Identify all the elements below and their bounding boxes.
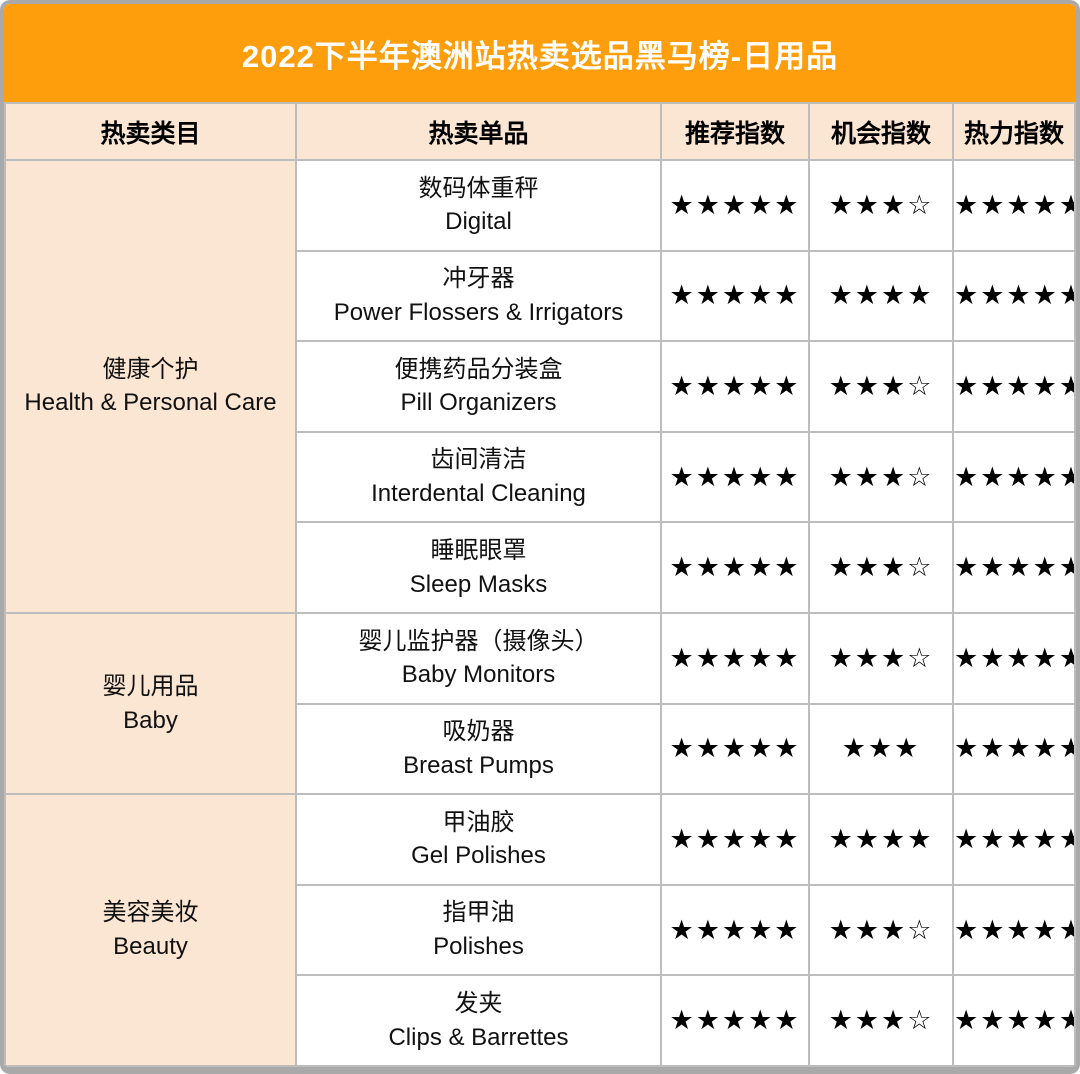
opportunity-rating: ★★★☆: [808, 521, 954, 614]
category-cell-baby: 婴儿用品 Baby: [4, 611, 297, 796]
header-row: 热卖类目 热卖单品 推荐指数 机会指数 热力指数: [4, 102, 1076, 161]
product-name-en: Clips & Barrettes: [388, 1023, 569, 1051]
column-header-product: 热卖单品: [295, 102, 662, 161]
product-name-en: Power Flossers & Irrigators: [333, 298, 624, 326]
product-name-zh: 睡眠眼罩: [430, 537, 527, 565]
heat-rating: ★★★★★: [952, 249, 1076, 343]
opportunity-rating: ★★★☆: [808, 611, 954, 705]
product-name-zh: 发夹: [454, 990, 503, 1018]
heat-rating: ★★★★★: [952, 702, 1076, 796]
column-header-recommend: 推荐指数: [660, 102, 810, 161]
category-cell-beauty: 美容美妆 Beauty: [4, 793, 297, 1067]
heat-rating: ★★★★★: [952, 974, 1076, 1067]
product-cell: 齿间清洁 Interdental Cleaning: [295, 430, 662, 524]
product-cell: 吸奶器 Breast Pumps: [295, 702, 662, 796]
recommend-rating: ★★★★★: [660, 430, 810, 524]
product-name-zh: 指甲油: [442, 899, 515, 927]
column-header-heat: 热力指数: [952, 102, 1076, 161]
product-cell: 甲油胶 Gel Polishes: [295, 793, 662, 886]
product-name-zh: 冲牙器: [442, 265, 515, 293]
opportunity-rating: ★★★☆: [808, 340, 954, 433]
product-cell: 婴儿监护器（摄像头） Baby Monitors: [295, 611, 662, 705]
product-cell: 指甲油 Polishes: [295, 883, 662, 977]
heat-rating: ★★★★★: [952, 159, 1076, 252]
recommend-rating: ★★★★★: [660, 702, 810, 796]
recommend-rating: ★★★★★: [660, 340, 810, 433]
product-cell: 便携药品分装盒 Pill Organizers: [295, 340, 662, 433]
heat-rating: ★★★★★: [952, 521, 1076, 614]
product-name-en: Digital: [445, 208, 512, 236]
opportunity-rating: ★★★☆: [808, 883, 954, 977]
category-name-en: Beauty: [113, 933, 188, 961]
title-banner: 2022下半年澳洲站热卖选品黑马榜-日用品: [4, 4, 1076, 102]
recommend-rating: ★★★★★: [660, 793, 810, 886]
product-cell: 睡眠眼罩 Sleep Masks: [295, 521, 662, 614]
product-name-zh: 便携药品分装盒: [394, 355, 563, 383]
table-row: 睡眠眼罩 Sleep Masks ★★★★★ ★★★☆ ★★★★★: [5, 521, 1076, 614]
recommend-rating: ★★★★★: [660, 974, 810, 1067]
product-name-zh: 数码体重秤: [418, 174, 539, 202]
heat-rating: ★★★★★: [952, 793, 1076, 886]
ranking-table: 热卖类目 热卖单品 推荐指数 机会指数 热力指数 健康个护 Health & P…: [4, 102, 1076, 1067]
recommend-rating: ★★★★★: [660, 249, 810, 343]
product-cell: 数码体重秤 Digital: [295, 159, 662, 252]
opportunity-rating: ★★★☆: [808, 159, 954, 252]
product-name-zh: 齿间清洁: [430, 446, 527, 474]
category-name-en: Health & Personal Care: [24, 389, 277, 417]
product-name-en: Gel Polishes: [411, 842, 546, 870]
product-name-en: Sleep Masks: [409, 570, 548, 598]
category-name-zh: 健康个护: [102, 355, 199, 383]
table-row: 婴儿用品 Baby 婴儿监护器（摄像头） Baby Monitors ★★★★★…: [4, 611, 1076, 796]
heat-rating: ★★★★★: [952, 611, 1076, 705]
product-name-en: Pill Organizers: [400, 389, 557, 417]
product-name-zh: 甲油胶: [442, 808, 515, 836]
product-cell: 冲牙器 Power Flossers & Irrigators: [295, 249, 662, 343]
product-name-zh: 婴儿监护器（摄像头）: [358, 627, 599, 655]
product-name-en: Breast Pumps: [403, 751, 554, 779]
heat-rating: ★★★★★: [952, 340, 1076, 433]
opportunity-rating: ★★★☆: [808, 430, 954, 524]
table-row: 健康个护 Health & Personal Care 数码体重秤 Digita…: [4, 159, 1076, 614]
table-row: 便携药品分装盒 Pill Organizers ★★★★★ ★★★☆ ★★★★★: [5, 340, 1076, 433]
table-row: 发夹 Clips & Barrettes ★★★★★ ★★★☆ ★★★★★: [5, 974, 1076, 1067]
heat-rating: ★★★★★: [952, 883, 1076, 977]
recommend-rating: ★★★★★: [660, 883, 810, 977]
table-row: 指甲油 Polishes ★★★★★ ★★★☆ ★★★★★: [5, 883, 1076, 977]
category-cell-health: 健康个护 Health & Personal Care: [4, 159, 297, 614]
table-row: 吸奶器 Breast Pumps ★★★★★ ★★★ ★★★★★: [5, 702, 1076, 796]
table-row: 齿间清洁 Interdental Cleaning ★★★★★ ★★★☆ ★★★…: [5, 430, 1076, 524]
product-name-en: Baby Monitors: [401, 661, 556, 689]
opportunity-rating: ★★★★: [808, 793, 954, 886]
category-name-zh: 婴儿用品: [102, 672, 199, 700]
category-name-zh: 美容美妆: [102, 899, 199, 927]
table-row: 美容美妆 Beauty 甲油胶 Gel Polishes ★★★★★ ★★★★ …: [4, 793, 1076, 1067]
opportunity-rating: ★★★★: [808, 249, 954, 343]
table-row: 冲牙器 Power Flossers & Irrigators ★★★★★ ★★…: [5, 249, 1076, 343]
column-header-category: 热卖类目: [4, 102, 297, 161]
column-header-opportunity: 机会指数: [808, 102, 954, 161]
product-cell: 发夹 Clips & Barrettes: [295, 974, 662, 1067]
page-title: 2022下半年澳洲站热卖选品黑马榜-日用品: [241, 38, 839, 74]
recommend-rating: ★★★★★: [660, 159, 810, 252]
opportunity-rating: ★★★: [808, 702, 954, 796]
recommend-rating: ★★★★★: [660, 611, 810, 705]
category-name-en: Baby: [123, 706, 178, 734]
recommend-rating: ★★★★★: [660, 521, 810, 614]
opportunity-rating: ★★★☆: [808, 974, 954, 1067]
product-name-zh: 吸奶器: [442, 718, 515, 746]
product-name-en: Polishes: [433, 933, 524, 961]
heat-rating: ★★★★★: [952, 430, 1076, 524]
product-name-en: Interdental Cleaning: [371, 480, 586, 508]
